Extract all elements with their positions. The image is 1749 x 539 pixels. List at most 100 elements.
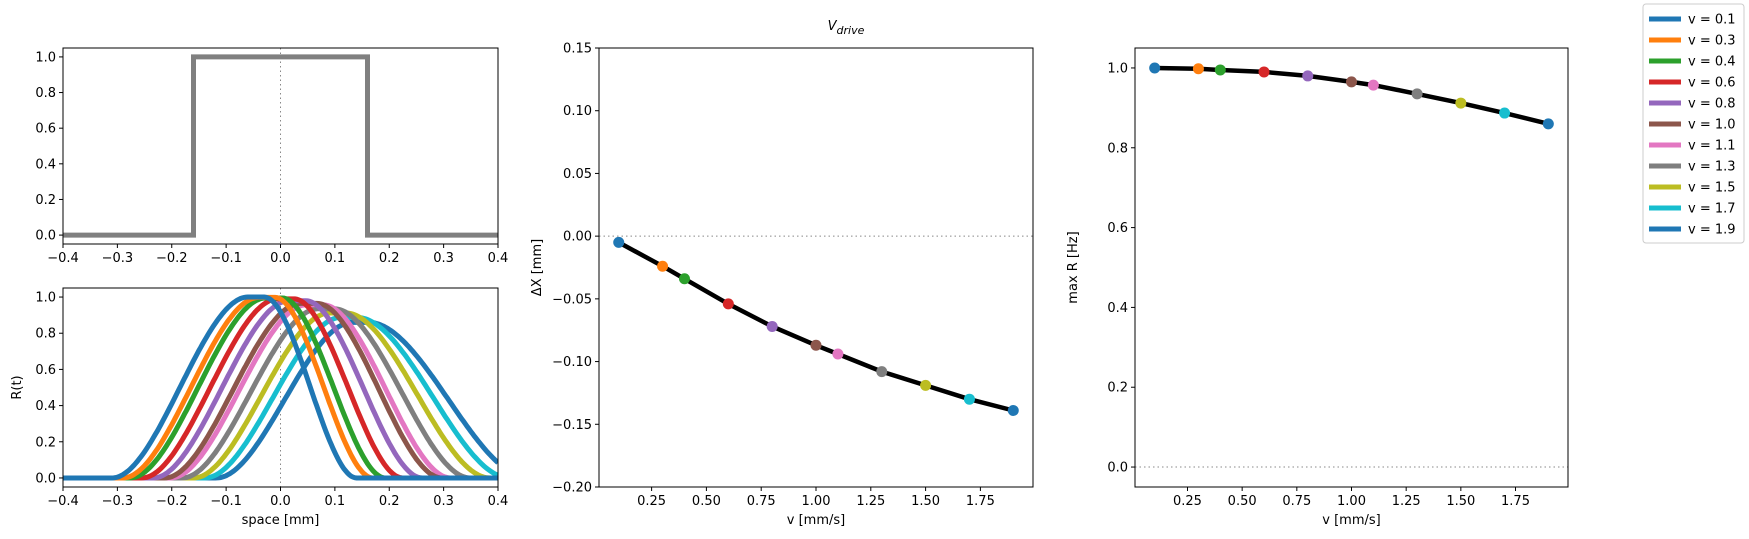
max_r-point [1346,76,1357,88]
x-tick-label: 1.25 [1392,494,1421,509]
y-tick-label: 0.4 [35,157,56,172]
x-tick-label: 1.25 [856,494,885,509]
max_r-point [1411,88,1423,100]
delta_x-point [657,260,669,272]
x-tick-label: 0.1 [325,494,346,509]
x-axis-label: space [mm] [242,513,320,528]
x-tick-label: 1.00 [802,494,831,509]
legend-label: v = 0.6 [1688,76,1736,91]
x-tick-label: 0.50 [692,494,721,509]
x-tick-label: 0.25 [637,494,666,509]
y-tick-label: 0.15 [563,42,592,57]
y-tick-label: 0.00 [563,230,592,245]
y-tick-label: 1.0 [35,291,56,306]
delta-x-axes: 0.25 0.50 0.75 1.00 1.25 1.50 1.75 −0.20 −0.15 −0… [530,42,1034,528]
max_r-point [1542,118,1554,130]
x-tick-label: 0.4 [488,494,509,509]
delta_x-point [678,273,690,285]
legend-label: v = 1.1 [1688,139,1736,154]
y-axis-label: max R [Hz] [1066,231,1081,303]
y-axis-label: ΔX [mm] [530,239,545,296]
max_r-point [1302,70,1314,82]
y-axis-label: R(t) [10,375,25,399]
x-tick-label: 0.1 [325,251,346,266]
y-tick-label: 0.8 [35,86,56,101]
x-tick-label: 0.0 [270,251,291,266]
y-tick-label: 0.2 [1107,381,1128,396]
y-tick-label: 0.2 [35,435,56,450]
y-tick-label: −0.10 [552,355,592,370]
response-curve-0.1 [63,294,498,481]
x-tick-label: −0.1 [210,494,242,509]
x-tick-label: −0.3 [102,251,134,266]
x-tick-label: −0.4 [47,251,79,266]
x-tick-label: −0.2 [156,251,188,266]
y-tick-label: 0.8 [1107,141,1128,156]
legend-label: v = 1.5 [1688,181,1736,196]
max_r-point [1367,79,1379,91]
legend-label: v = 1.0 [1688,118,1736,133]
x-tick-label: 0.3 [433,251,454,266]
x-tick-label: 0.50 [1228,494,1257,509]
max_r-point [1214,64,1226,76]
x-tick-label: 0.2 [379,251,400,266]
y-tick-label: 0.4 [35,399,56,414]
x-tick-label: 0.75 [1282,494,1311,509]
legend-label: v = 0.1 [1688,13,1736,28]
y-tick-label: 0.0 [35,229,56,244]
x-tick-label: −0.4 [47,494,79,509]
y-tick-label: −0.05 [552,292,592,307]
y-tick-label: 1.0 [1107,61,1128,76]
y-tick-label: 0.6 [35,122,56,137]
x-tick-label: −0.1 [210,251,242,266]
response-axes: −0.4 −0.3 −0.2 −0.1 0.0 0.1 0.2 0.3 0.4 0.0 0.2 0.4… [10,287,509,528]
x-tick-label: 0.4 [488,251,509,266]
max_r-point [1149,62,1161,74]
delta_x-point [613,236,625,248]
delta_x-point [832,348,844,360]
legend-label: v = 1.7 [1688,202,1736,217]
x-axis-label: v [mm/s] [787,513,845,528]
x-tick-label: −0.2 [156,494,188,509]
y-tick-label: 0.6 [1107,221,1128,236]
delta_x-point [1007,404,1019,416]
delta_x-point [766,320,778,332]
x-tick-label: 1.00 [1337,494,1366,509]
y-tick-label: 0.05 [563,167,592,182]
legend-label: v = 1.9 [1688,223,1736,238]
legend-label: v = 1.3 [1688,160,1736,175]
legend: v = 0.1 v = 0.3 v = 0.4 v = 0.6 v = 0.8 v = 1… [1642,3,1745,244]
y-tick-label: 0.6 [35,363,56,378]
y-tick-label: 0.0 [1107,461,1128,476]
figure-title: Vdrive [828,19,865,37]
max_r-point [1258,66,1270,78]
y-tick-label: 0.0 [35,471,56,486]
delta_x-point [963,393,975,405]
max_r-point [1192,63,1204,75]
y-tick-label: −0.20 [552,481,592,496]
max_r-point [1455,97,1467,109]
delta_x-point [876,366,888,378]
x-tick-label: 1.50 [1446,494,1475,509]
stimulus-axes: −0.4 −0.3 −0.2 −0.1 0.0 0.1 0.2 0.3 0.4 0.0 0.2 0.4… [35,47,509,266]
legend-box [1642,3,1745,244]
y-tick-label: 0.4 [1107,301,1128,316]
delta_x-point [920,379,932,391]
x-tick-label: 0.75 [747,494,776,509]
x-tick-label: 1.50 [911,494,940,509]
delta_x-point [810,339,822,351]
response-curve-1.1 [63,302,498,481]
x-tick-label: −0.3 [102,494,134,509]
max_r-point [1499,107,1511,119]
legend-label: v = 0.4 [1688,55,1736,70]
stimulus-line [63,54,498,238]
y-tick-label: 0.8 [35,327,56,342]
legend-label: v = 0.8 [1688,97,1736,112]
y-tick-label: 0.10 [563,104,592,119]
x-axis-label: v [mm/s] [1322,513,1380,528]
delta_x-point [722,298,734,310]
x-tick-label: 0.2 [379,494,400,509]
max-r-axes: 0.25 0.50 0.75 1.00 1.25 1.50 1.75 0.0 0.2 0.4 0.6… [1066,47,1569,528]
x-tick-label: 1.75 [1501,494,1530,509]
max_r-line [1154,65,1549,126]
